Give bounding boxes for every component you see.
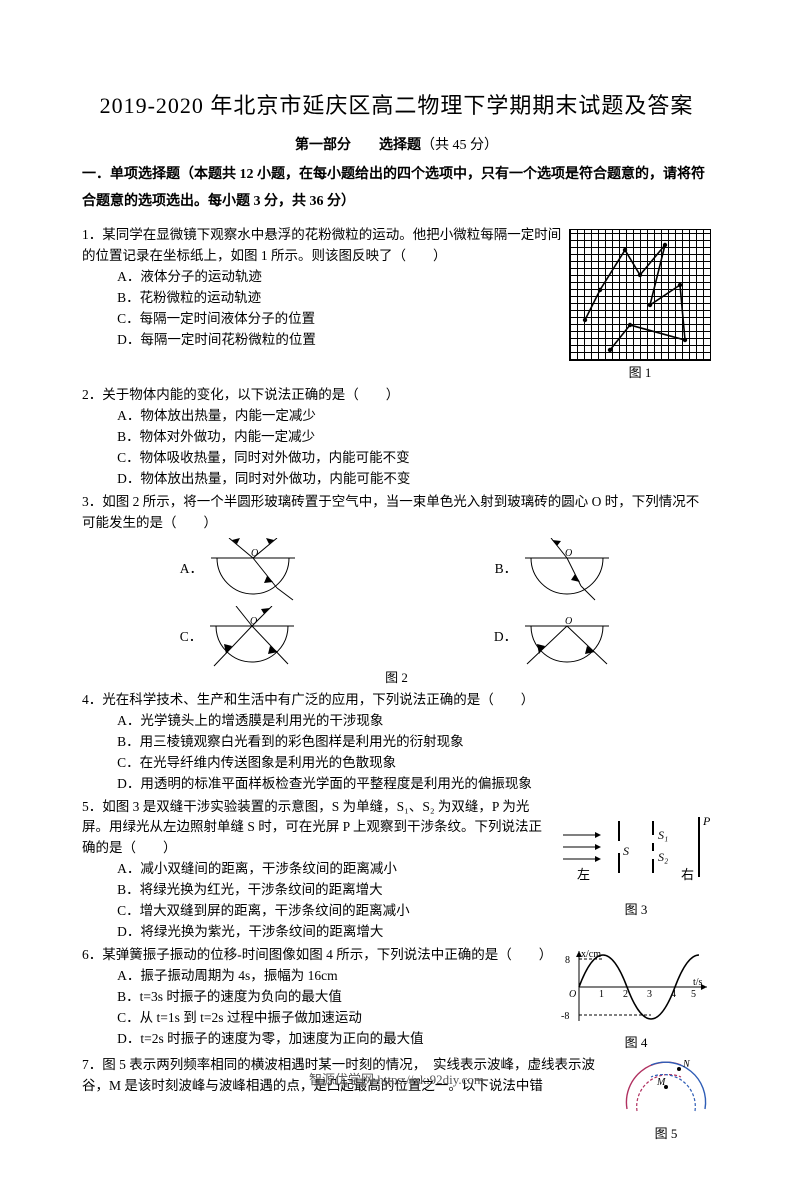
semicircle-ray-icon: O: [521, 606, 613, 670]
fig4-x5: 5: [691, 989, 696, 1000]
section-header: 第一部分 选择题（共 45 分）: [82, 134, 711, 154]
fig3-right-label: 右: [681, 867, 694, 882]
svg-text:O: O: [569, 989, 576, 1000]
q2-opt-b: B．物体对外做功，内能一定减少: [82, 427, 711, 448]
fig4-x3: 3: [647, 989, 652, 1000]
fig3-s1-label: S₁: [658, 828, 668, 842]
page-title: 2019-2020 年北京市延庆区高二物理下学期期末试题及答案: [82, 88, 711, 120]
q4-stem: 4．光在科学技术、生产和生活中有广泛的应用，下列说法正确的是（ ）: [82, 690, 711, 711]
q2-stem: 2．关于物体内能的变化，以下说法正确的是（ ）: [82, 385, 711, 406]
type-label: 选择题: [379, 138, 421, 153]
question-6: x/cm 8 -8 O 1 2 3 4 5 t/s 图 4 6．某弹簧振子振动的…: [82, 945, 711, 1053]
fig4-ylabel: x/cm: [581, 949, 601, 960]
fig4-x4: 4: [671, 989, 676, 1000]
figure-5-caption: 图 5: [621, 1124, 711, 1144]
fig3-s2-label: S₂: [658, 850, 668, 864]
section-points: （共 45 分）: [421, 138, 498, 153]
figure-1-caption: 图 1: [569, 363, 711, 383]
q3-opt-c-label: C．: [180, 627, 203, 648]
part-label: 第一部分: [295, 138, 351, 153]
q2-opt-a: A．物体放出热量，内能一定减少: [82, 406, 711, 427]
q4-opt-d: D．用透明的标准平面样板检查光学面的平整程度是利用光的偏振现象: [82, 774, 711, 795]
fig4-x2: 2: [623, 989, 628, 1000]
q4-opt-b: B．用三棱镜观察白光看到的彩色图样是利用光的衍射现象: [82, 732, 711, 753]
fig4-x1: 1: [599, 989, 604, 1000]
semicircle-ray-icon: O: [521, 538, 613, 602]
figure-2-caption: 图 2: [82, 668, 711, 688]
fig4-ymin: -8: [561, 1011, 569, 1022]
fig3-p-label: P: [702, 815, 711, 828]
double-slit-icon: 左 S S₁ S₂ P 右: [561, 815, 711, 893]
q2-opt-c: C．物体吸收热量，同时对外做功，内能可能不变: [82, 448, 711, 469]
fig3-left-label: 左: [577, 867, 590, 882]
fig3-s-label: S: [623, 844, 629, 858]
question-3: 3．如图 2 所示，将一个半圆形玻璃砖置于空气中，当一束单色光入射到玻璃砖的圆心…: [82, 492, 711, 688]
figure-3: 左 S S₁ S₂ P 右 图 3: [561, 815, 711, 921]
sine-graph-icon: x/cm 8 -8 O 1 2 3 4 5 t/s: [561, 947, 711, 1025]
brownian-grid-icon: [569, 229, 711, 361]
question-1: 图 1 1．某同学在显微镜下观察水中悬浮的花粉微粒的运动。他把小微粒每隔一定时间…: [82, 225, 711, 383]
fig4-xlabel: t/s: [693, 977, 703, 988]
page-footer: 智源优学网 https://xk.92diy.com: [0, 1069, 793, 1088]
q3-opt-d-label: D．: [494, 627, 517, 648]
svg-text:O: O: [565, 616, 572, 627]
q4-opt-c: C．在光导纤维内传送图象是利用光的色散现象: [82, 753, 711, 774]
fig4-ymax: 8: [565, 955, 570, 966]
q3-opt-b-label: B．: [495, 559, 518, 580]
semicircle-ray-icon: O: [206, 606, 298, 670]
figure-4-caption: 图 4: [561, 1033, 711, 1053]
question-5: 左 S S₁ S₂ P 右 图 3 5．如图 3 是双缝干涉实验装置的示意图，S…: [82, 797, 711, 943]
question-4: 4．光在科学技术、生产和生活中有广泛的应用，下列说法正确的是（ ） A．光学镜头…: [82, 690, 711, 795]
question-2: 2．关于物体内能的变化，以下说法正确的是（ ） A．物体放出热量，内能一定减少 …: [82, 385, 711, 490]
q3-row-1: A． O B． O: [82, 538, 711, 602]
q5-opt-d: D．将绿光换为紫光，干涉条纹间的距离增大: [82, 922, 711, 943]
q2-opt-d: D．物体放出热量，同时对外做功，内能可能不变: [82, 469, 711, 490]
figure-4: x/cm 8 -8 O 1 2 3 4 5 t/s 图 4: [561, 947, 711, 1053]
instructions: 一．单项选择题（本题共 12 小题，在每小题给出的四个选项中，只有一个选项是符合…: [82, 162, 711, 215]
semicircle-ray-icon: O: [207, 538, 299, 602]
q3-opt-a-label: A．: [180, 559, 203, 580]
figure-1: 图 1: [569, 229, 711, 383]
q4-opt-a: A．光学镜头上的增透膜是利用光的干涉现象: [82, 711, 711, 732]
figure-3-caption: 图 3: [561, 900, 711, 920]
q3-row-2: C． O D． O: [82, 606, 711, 670]
q3-stem: 3．如图 2 所示，将一个半圆形玻璃砖置于空气中，当一束单色光入射到玻璃砖的圆心…: [82, 492, 711, 534]
